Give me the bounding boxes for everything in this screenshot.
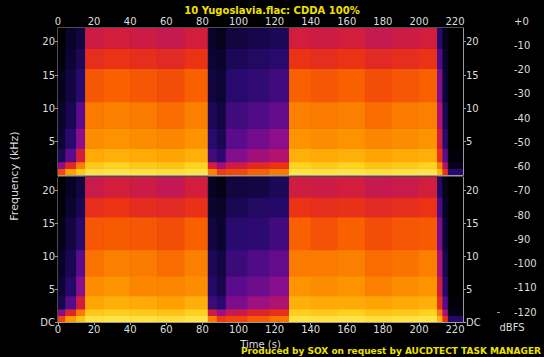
svg-text:220: 220 — [446, 324, 465, 335]
svg-text:10: 10 — [466, 103, 479, 114]
svg-text:10 Yugoslavia.flac: CDDA 100%: 10 Yugoslavia.flac: CDDA 100% — [184, 5, 359, 16]
svg-text:10: 10 — [466, 251, 479, 262]
svg-text:DC: DC — [466, 317, 481, 328]
svg-text:5: 5 — [49, 136, 55, 147]
svg-text:180: 180 — [373, 16, 392, 27]
svg-text:80: 80 — [196, 16, 209, 27]
svg-text:200: 200 — [409, 16, 428, 27]
svg-text:5: 5 — [49, 284, 55, 295]
svg-text:-110: -110 — [514, 282, 537, 293]
svg-text:+0: +0 — [514, 16, 529, 27]
svg-text:20: 20 — [88, 16, 101, 27]
svg-text:-60: -60 — [514, 161, 530, 172]
svg-text:0: 0 — [55, 16, 61, 27]
svg-text:Produced by SOX on request by: Produced by SOX on request by AUCDTECT T… — [241, 346, 541, 356]
svg-text:15: 15 — [42, 218, 55, 229]
svg-text:60: 60 — [160, 16, 173, 27]
svg-text:0: 0 — [55, 324, 61, 335]
svg-text:dBFS: dBFS — [499, 322, 524, 333]
svg-text:-70: -70 — [514, 185, 530, 196]
svg-text:-120: -120 — [514, 307, 537, 318]
svg-text:-50: -50 — [514, 137, 530, 148]
svg-text:140: 140 — [301, 324, 320, 335]
svg-text:120: 120 — [265, 16, 284, 27]
svg-text:60: 60 — [160, 324, 173, 335]
svg-text:100: 100 — [229, 324, 248, 335]
svg-text:200: 200 — [409, 324, 428, 335]
svg-text:-10: -10 — [514, 40, 530, 51]
svg-text:180: 180 — [373, 324, 392, 335]
svg-text:-90: -90 — [514, 234, 530, 245]
svg-text:5: 5 — [466, 136, 472, 147]
svg-text:20: 20 — [42, 36, 55, 47]
svg-text:160: 160 — [337, 16, 356, 27]
svg-text:140: 140 — [301, 16, 320, 27]
svg-text:DC: DC — [40, 317, 55, 328]
svg-text:100: 100 — [229, 16, 248, 27]
svg-text:40: 40 — [124, 16, 137, 27]
svg-text:-80: -80 — [514, 210, 530, 221]
svg-text:-40: -40 — [514, 113, 530, 124]
svg-text:15: 15 — [466, 218, 479, 229]
svg-text:10: 10 — [42, 103, 55, 114]
svg-text:15: 15 — [42, 70, 55, 81]
svg-text:15: 15 — [466, 70, 479, 81]
svg-text:Frequency (kHz): Frequency (kHz) — [8, 131, 21, 220]
svg-text:Time (s): Time (s) — [239, 339, 281, 350]
svg-text:20: 20 — [466, 36, 479, 47]
svg-text:80: 80 — [196, 324, 209, 335]
svg-text:5: 5 — [466, 284, 472, 295]
svg-text:40: 40 — [124, 324, 137, 335]
svg-text:120: 120 — [265, 324, 284, 335]
svg-text:-100: -100 — [514, 258, 537, 269]
svg-text:10: 10 — [42, 251, 55, 262]
svg-text:20: 20 — [88, 324, 101, 335]
svg-text:-30: -30 — [514, 88, 530, 99]
svg-text:20: 20 — [42, 185, 55, 196]
svg-text:160: 160 — [337, 324, 356, 335]
svg-text:20: 20 — [466, 185, 479, 196]
svg-text:220: 220 — [446, 16, 465, 27]
svg-text:-20: -20 — [514, 64, 530, 75]
